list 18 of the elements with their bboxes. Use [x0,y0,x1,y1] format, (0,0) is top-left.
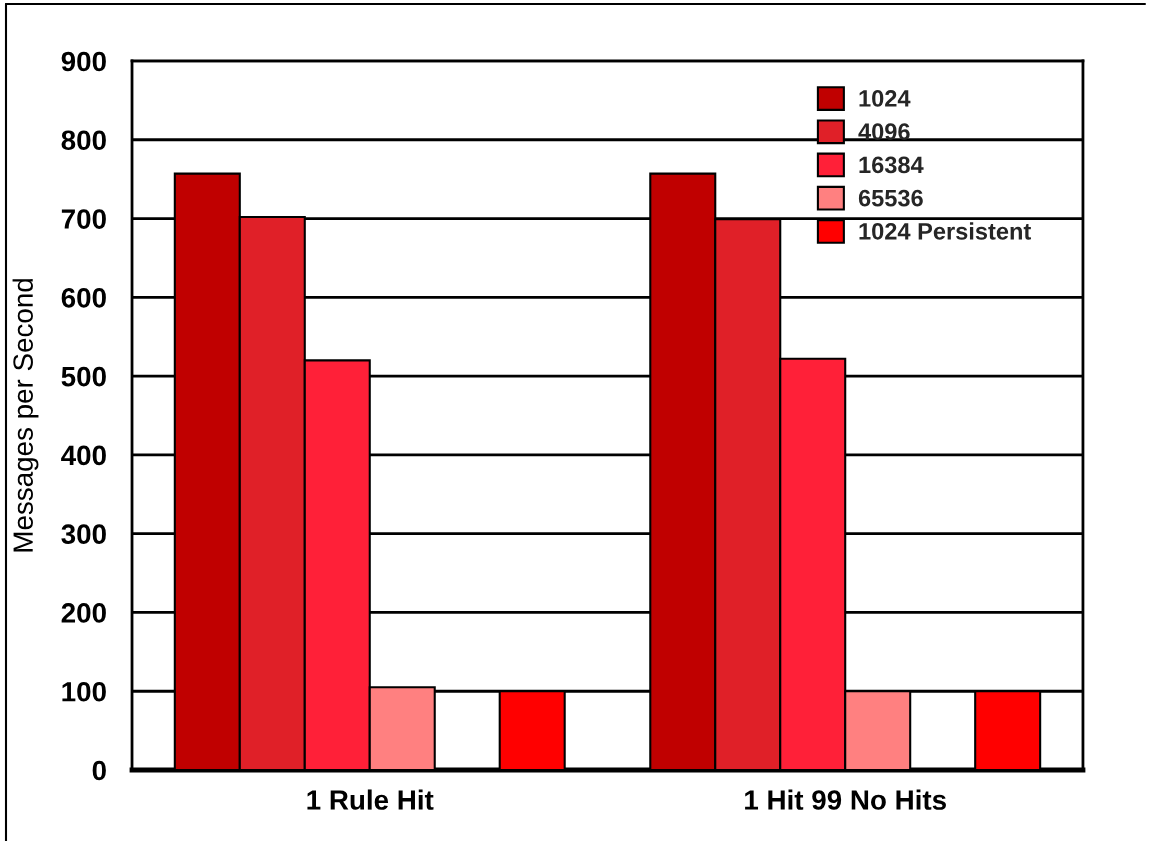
y-tick-label: 0 [92,760,106,781]
y-tick-label: 600 [61,287,106,308]
x-tick-label: 1 Hit 99 No Hits [745,789,946,810]
y-tick-label: 300 [61,524,106,545]
legend-label: 65536 [858,189,923,207]
legend-label: 16384 [859,156,924,174]
legend-label: 1024 [859,90,911,107]
y-tick-label: 900 [61,51,106,72]
y-axis-title: Messages per Second [12,279,39,552]
legend-label: 4096 [858,123,910,141]
y-tick-label: 800 [61,130,106,151]
y-tick-label: 200 [61,603,106,623]
y-tick-label: 700 [61,209,106,229]
legend-label: 1024 Persistent [859,222,1031,240]
y-tick-label: 500 [61,366,106,387]
y-tick-label: 400 [61,445,106,466]
x-tick-label: 1 Rule Hit [307,789,434,810]
y-tick-label: 100 [62,681,106,702]
